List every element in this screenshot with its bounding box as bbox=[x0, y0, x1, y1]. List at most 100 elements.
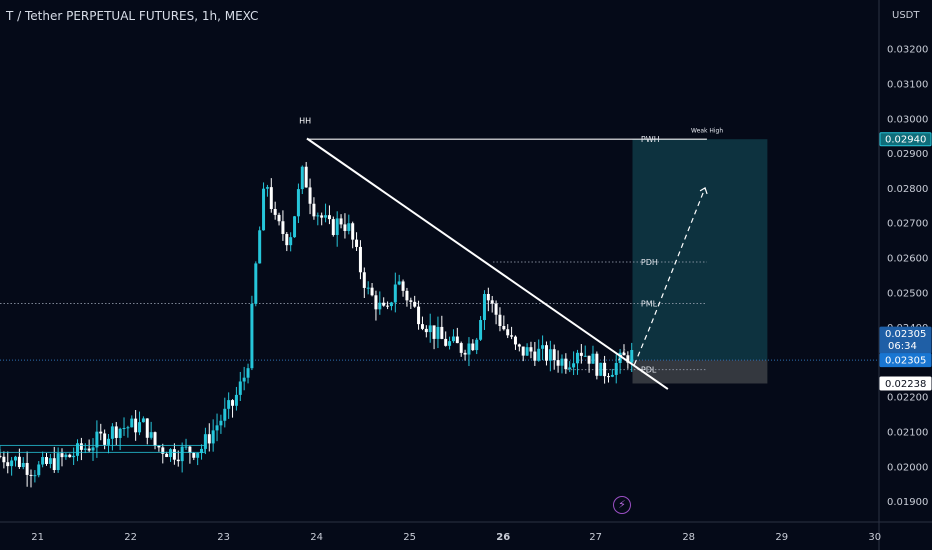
candle-body bbox=[21, 462, 25, 468]
candle-body bbox=[448, 341, 452, 346]
candle-body bbox=[362, 272, 366, 288]
candle-body bbox=[91, 447, 95, 451]
time-tick-label: 27 bbox=[589, 532, 602, 543]
candle-body bbox=[436, 326, 440, 339]
candle-body bbox=[184, 446, 188, 448]
candle-body bbox=[176, 459, 180, 462]
candle-body bbox=[335, 218, 339, 235]
candle-body bbox=[533, 351, 537, 361]
candle-body bbox=[29, 474, 33, 476]
candle-body bbox=[200, 448, 204, 454]
time-tick-label: 25 bbox=[403, 532, 416, 543]
candle-body bbox=[138, 422, 142, 433]
candle-body bbox=[76, 443, 80, 456]
candle-body bbox=[141, 418, 145, 423]
range-box bbox=[0, 444, 206, 453]
candle-body bbox=[595, 353, 599, 376]
candle-body bbox=[351, 223, 355, 240]
trendline bbox=[306, 137, 669, 390]
candle-body bbox=[207, 434, 211, 444]
candle-body bbox=[331, 219, 335, 235]
candle-body bbox=[529, 347, 533, 352]
candle-body bbox=[316, 215, 320, 217]
candle-body bbox=[262, 188, 266, 231]
candle-body bbox=[14, 456, 18, 461]
candle-body bbox=[134, 418, 138, 433]
candle-body bbox=[273, 208, 277, 215]
candle-body bbox=[87, 448, 91, 451]
candle-body bbox=[591, 353, 595, 364]
candle-body bbox=[161, 447, 165, 454]
price-tick-label: 0.03000 bbox=[887, 114, 928, 125]
candle-body bbox=[169, 449, 173, 458]
candle-body bbox=[79, 443, 83, 450]
candle-body bbox=[386, 305, 390, 307]
candle-body bbox=[300, 166, 304, 190]
candle-body bbox=[618, 352, 622, 364]
candle-body bbox=[215, 425, 219, 431]
time-tick-label: 23 bbox=[217, 532, 230, 543]
candle-body bbox=[521, 346, 525, 356]
candle-body bbox=[366, 287, 370, 289]
candle-body bbox=[537, 348, 541, 361]
candle-body bbox=[339, 218, 343, 225]
candle-body bbox=[192, 452, 196, 458]
candle-body bbox=[510, 335, 514, 337]
candle-body bbox=[587, 355, 591, 364]
price-tick-label: 0.02800 bbox=[887, 184, 928, 195]
time-tick-label: 21 bbox=[31, 532, 44, 543]
candle-body bbox=[41, 457, 45, 465]
candle-body bbox=[227, 400, 231, 409]
candle-body bbox=[525, 347, 529, 356]
level-label-pdh: PDH bbox=[641, 258, 658, 267]
candle-body bbox=[281, 221, 285, 234]
candle-body bbox=[258, 230, 262, 264]
price-tag-countdown: 06:34 bbox=[888, 341, 917, 352]
time-tick-label: 22 bbox=[124, 532, 137, 543]
price-tick-label: 0.02200 bbox=[887, 393, 928, 404]
candle-body bbox=[103, 433, 107, 445]
level-label-pwh: PWH bbox=[641, 135, 660, 144]
candle-body bbox=[517, 344, 521, 347]
candle-body bbox=[572, 363, 576, 368]
lightning-bolt-icon[interactable]: ⚡ bbox=[613, 496, 631, 514]
candle-body bbox=[405, 290, 409, 301]
price-tag-value: 0.02305 bbox=[885, 329, 926, 340]
candle-body bbox=[122, 428, 126, 430]
candle-body bbox=[304, 166, 308, 188]
candle-body bbox=[413, 301, 417, 307]
candle-body bbox=[153, 432, 157, 446]
candle-body bbox=[424, 328, 428, 333]
candle-body bbox=[172, 449, 176, 460]
candle-body bbox=[17, 456, 21, 468]
candle-body bbox=[479, 320, 483, 340]
candle-body bbox=[196, 453, 200, 458]
candle-body bbox=[48, 458, 52, 464]
candle-body bbox=[393, 284, 397, 303]
candle-body bbox=[502, 325, 506, 330]
candle-body bbox=[277, 214, 281, 222]
candle-body bbox=[432, 325, 436, 339]
candle-body bbox=[475, 339, 479, 351]
candle-body bbox=[25, 462, 29, 475]
candle-body bbox=[83, 448, 87, 450]
candle-body bbox=[630, 350, 634, 363]
candle-body bbox=[52, 458, 56, 471]
candle-body bbox=[56, 453, 60, 471]
time-tick-label: 28 bbox=[682, 532, 695, 543]
candle-body bbox=[165, 453, 169, 458]
candle-body bbox=[610, 374, 614, 377]
candle-body bbox=[513, 336, 517, 345]
price-tick-label: 0.02100 bbox=[887, 428, 928, 439]
candle-body bbox=[95, 431, 99, 448]
candle-body bbox=[583, 355, 587, 357]
candle-body bbox=[440, 326, 444, 339]
candle-body bbox=[382, 302, 386, 306]
candle-body bbox=[320, 215, 324, 218]
candle-body bbox=[622, 352, 626, 356]
candle-body bbox=[107, 438, 111, 445]
candle-body bbox=[145, 418, 149, 438]
price-tag bbox=[879, 132, 932, 147]
candle-body bbox=[606, 376, 610, 378]
